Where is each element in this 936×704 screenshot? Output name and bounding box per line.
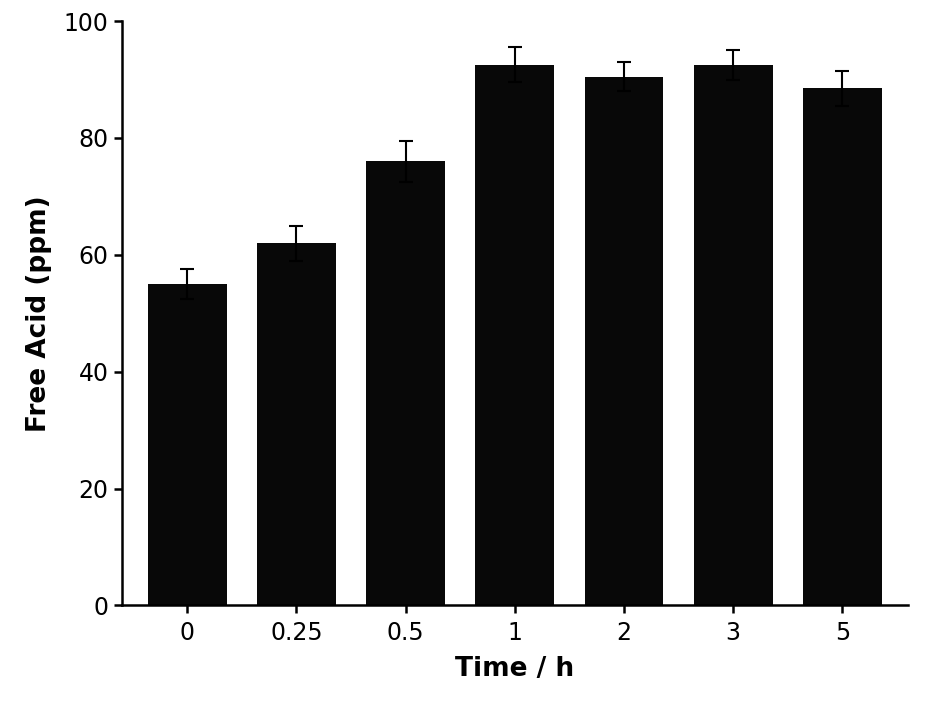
Bar	[694, 65, 772, 605]
Y-axis label: Free Acid (ppm): Free Acid (ppm)	[26, 195, 52, 432]
Bar	[257, 243, 336, 605]
Bar	[475, 65, 554, 605]
Bar	[366, 161, 445, 605]
Bar	[585, 77, 664, 605]
X-axis label: Time / h: Time / h	[455, 656, 575, 682]
Bar	[148, 284, 227, 605]
Bar	[803, 88, 882, 605]
